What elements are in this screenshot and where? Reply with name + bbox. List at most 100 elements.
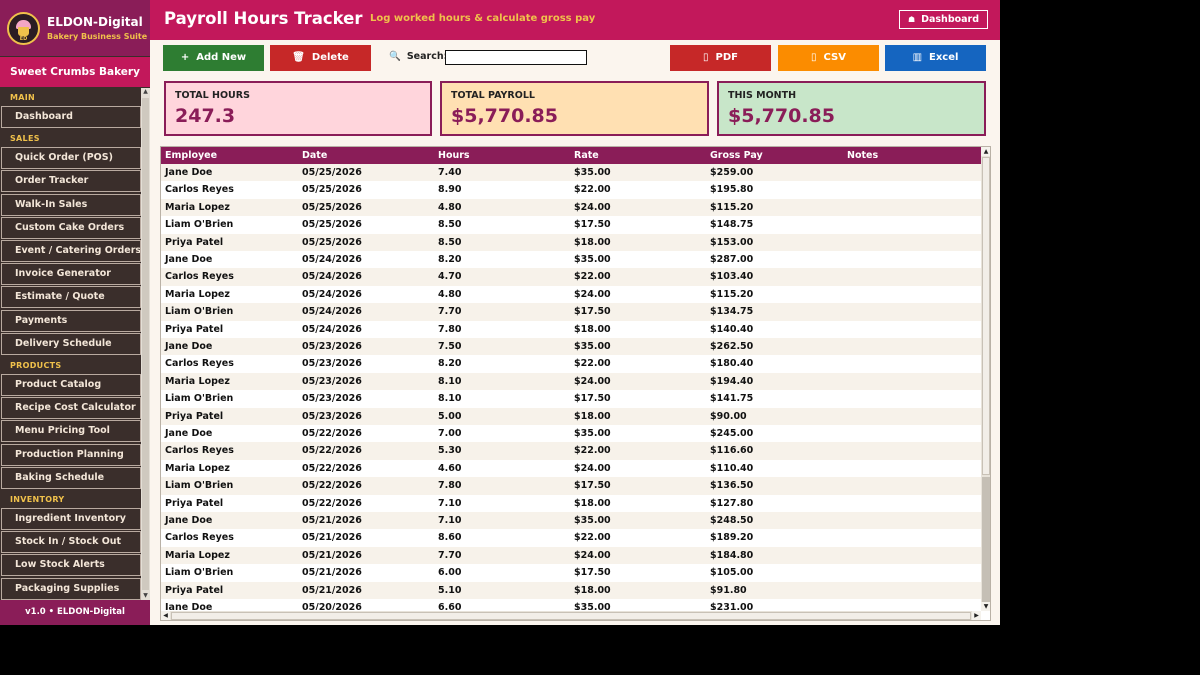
scroll-up-arrow-icon[interactable]: ▲ bbox=[981, 147, 990, 156]
sidebar-item-order-tracker[interactable]: Order Tracker bbox=[1, 170, 141, 193]
table-row[interactable]: Carlos Reyes 05/21/2026 8.60 $22.00 $189.20 bbox=[161, 529, 981, 547]
cell-hours: 4.80 bbox=[438, 201, 462, 213]
scroll-right-arrow-icon[interactable]: ▶ bbox=[972, 611, 981, 620]
table-row[interactable]: Maria Lopez 05/25/2026 4.80 $24.00 $115.20 bbox=[161, 198, 981, 217]
table-row[interactable]: Jane Doe 05/21/2026 7.10 $35.00 $248.50 bbox=[161, 512, 981, 530]
cell-hours: 7.10 bbox=[438, 497, 462, 509]
table-row[interactable]: Maria Lopez 05/22/2026 4.60 $24.00 $110.40 bbox=[161, 459, 981, 478]
column-header-notes[interactable]: Notes bbox=[847, 150, 879, 161]
sidebar-scroll-thumb[interactable] bbox=[142, 98, 149, 590]
sidebar-item-stock-in-stock-out[interactable]: Stock In / Stock Out bbox=[1, 531, 141, 554]
sidebar-item-recipe-cost-calculator[interactable]: Recipe Cost Calculator bbox=[1, 397, 141, 420]
cell-gross-pay: $287.00 bbox=[710, 254, 754, 265]
table-row[interactable]: Carlos Reyes 05/25/2026 8.90 $22.00 $195.80 bbox=[161, 181, 981, 199]
cell-date: 05/23/2026 bbox=[302, 393, 362, 405]
table-row[interactable]: Priya Patel 05/23/2026 5.00 $18.00 $90.00 bbox=[161, 407, 981, 425]
column-header-gross-pay[interactable]: Gross Pay bbox=[710, 150, 763, 161]
table-row[interactable]: Jane Doe 05/22/2026 7.00 $35.00 $245.00 bbox=[161, 425, 981, 443]
scroll-up-arrow-icon[interactable]: ▲ bbox=[143, 88, 148, 95]
cell-gross-pay: $259.00 bbox=[710, 167, 754, 178]
sidebar-item-payments[interactable]: Payments bbox=[1, 309, 141, 332]
cell-employee: Carlos Reyes bbox=[165, 358, 234, 370]
table-row[interactable]: Priya Patel 05/24/2026 7.80 $18.00 $140.40 bbox=[161, 320, 981, 338]
export-excel-button[interactable]: ▥ Excel bbox=[885, 45, 986, 71]
scroll-left-arrow-icon[interactable]: ◀ bbox=[161, 611, 170, 620]
add-new-label: Add New bbox=[196, 52, 247, 63]
table-hscroll-thumb[interactable] bbox=[171, 612, 971, 620]
table-row[interactable]: Maria Lopez 05/24/2026 4.80 $24.00 $115.20 bbox=[161, 285, 981, 304]
trash-icon: 🗑 bbox=[292, 52, 305, 63]
table-vertical-scrollbar[interactable]: ▲ ▼ bbox=[981, 147, 990, 611]
cell-employee: Maria Lopez bbox=[165, 375, 230, 387]
sidebar-item-packaging-supplies[interactable]: Packaging Supplies bbox=[1, 577, 141, 600]
table-row[interactable]: Maria Lopez 05/21/2026 7.70 $24.00 $184.80 bbox=[161, 546, 981, 565]
cell-gross-pay: $115.20 bbox=[710, 201, 754, 213]
table-scroll-track[interactable] bbox=[982, 157, 990, 475]
sidebar-item-production-planning[interactable]: Production Planning bbox=[1, 443, 141, 466]
table-row[interactable]: Jane Doe 05/25/2026 7.40 $35.00 $259.00 bbox=[161, 164, 981, 182]
add-new-button[interactable]: + Add New bbox=[163, 45, 264, 71]
cell-employee: Jane Doe bbox=[165, 602, 213, 610]
scroll-down-arrow-icon[interactable]: ▼ bbox=[981, 602, 990, 611]
cell-rate: $24.00 bbox=[574, 201, 611, 213]
table-row[interactable]: Jane Doe 05/20/2026 6.60 $35.00 $231.00 bbox=[161, 599, 981, 610]
sidebar-item-delivery-schedule[interactable]: Delivery Schedule bbox=[1, 332, 141, 355]
table-row[interactable]: Jane Doe 05/23/2026 7.50 $35.00 $262.50 bbox=[161, 338, 981, 356]
delete-button[interactable]: 🗑 Delete bbox=[270, 45, 371, 71]
table-row[interactable]: Carlos Reyes 05/22/2026 5.30 $22.00 $116.60 bbox=[161, 442, 981, 460]
table-row[interactable]: Liam O'Brien 05/22/2026 7.80 $17.50 $136.50 bbox=[161, 477, 981, 495]
sidebar-item-low-stock-alerts[interactable]: Low Stock Alerts bbox=[1, 554, 141, 577]
table-row[interactable]: Carlos Reyes 05/23/2026 8.20 $22.00 $180.40 bbox=[161, 355, 981, 373]
export-csv-button[interactable]: ▯ CSV bbox=[778, 45, 879, 71]
cell-employee: Priya Patel bbox=[165, 497, 224, 509]
table-row[interactable]: Liam O'Brien 05/23/2026 8.10 $17.50 $141.75 bbox=[161, 390, 981, 408]
table-row[interactable]: Liam O'Brien 05/25/2026 8.50 $17.50 $148.75 bbox=[161, 216, 981, 234]
cell-rate: $24.00 bbox=[574, 375, 611, 387]
sidebar-item-ingredient-inventory[interactable]: Ingredient Inventory bbox=[1, 508, 141, 530]
export-pdf-button[interactable]: ▯ PDF bbox=[670, 45, 771, 71]
column-header-hours[interactable]: Hours bbox=[438, 150, 470, 161]
table-row[interactable]: Liam O'Brien 05/21/2026 6.00 $17.50 $105.00 bbox=[161, 564, 981, 582]
column-header-rate[interactable]: Rate bbox=[574, 150, 599, 161]
cell-rate: $35.00 bbox=[574, 602, 611, 610]
table-row[interactable]: Carlos Reyes 05/24/2026 4.70 $22.00 $103.40 bbox=[161, 268, 981, 286]
sidebar-section-title: SALES bbox=[10, 134, 40, 144]
sidebar-item-menu-pricing-tool[interactable]: Menu Pricing Tool bbox=[1, 420, 141, 443]
cell-date: 05/23/2026 bbox=[302, 410, 362, 422]
sidebar-item-quick-order-pos[interactable]: Quick Order (POS) bbox=[1, 147, 141, 170]
stat-label: THIS MONTH bbox=[728, 90, 797, 101]
table-scroll-thumb[interactable] bbox=[982, 477, 990, 603]
sidebar-item-estimate-quote[interactable]: Estimate / Quote bbox=[1, 286, 141, 309]
search-input[interactable] bbox=[445, 50, 587, 65]
table-row[interactable]: Priya Patel 05/22/2026 7.10 $18.00 $127.80 bbox=[161, 494, 981, 512]
cell-hours: 5.10 bbox=[438, 584, 462, 596]
cell-rate: $24.00 bbox=[574, 549, 611, 561]
sidebar-item-invoice-generator[interactable]: Invoice Generator bbox=[1, 263, 141, 286]
sidebar-item-walk-in-sales[interactable]: Walk-In Sales bbox=[1, 193, 141, 216]
cell-employee: Carlos Reyes bbox=[165, 271, 234, 283]
scroll-down-arrow-icon[interactable]: ▼ bbox=[143, 592, 148, 599]
table-row[interactable]: Jane Doe 05/24/2026 8.20 $35.00 $287.00 bbox=[161, 251, 981, 269]
column-header-date[interactable]: Date bbox=[302, 150, 328, 161]
table-row[interactable]: Liam O'Brien 05/24/2026 7.70 $17.50 $134.75 bbox=[161, 303, 981, 321]
cell-rate: $22.00 bbox=[574, 184, 611, 196]
cell-rate: $17.50 bbox=[574, 306, 611, 318]
dashboard-button[interactable]: ☗ Dashboard bbox=[899, 10, 988, 29]
cell-hours: 7.70 bbox=[438, 549, 462, 561]
column-header-employee[interactable]: Employee bbox=[165, 150, 218, 161]
sidebar-item-product-catalog[interactable]: Product Catalog bbox=[1, 374, 141, 396]
table-row[interactable]: Maria Lopez 05/23/2026 8.10 $24.00 $194.40 bbox=[161, 372, 981, 391]
sidebar-item-baking-schedule[interactable]: Baking Schedule bbox=[1, 466, 141, 489]
excel-label: Excel bbox=[929, 52, 959, 63]
search-label-text: Search: bbox=[406, 51, 448, 62]
table-row[interactable]: Priya Patel 05/25/2026 8.50 $18.00 $153.00 bbox=[161, 233, 981, 251]
table-row[interactable]: Priya Patel 05/21/2026 5.10 $18.00 $91.80 bbox=[161, 581, 981, 599]
cell-date: 05/22/2026 bbox=[302, 428, 362, 439]
sidebar-scrollbar[interactable]: ▲ ▼ bbox=[141, 88, 150, 600]
table-horizontal-scrollbar[interactable]: ◀ ▶ bbox=[161, 611, 981, 620]
cell-gross-pay: $180.40 bbox=[710, 358, 754, 370]
cell-employee: Priya Patel bbox=[165, 410, 224, 422]
sidebar-item-dashboard[interactable]: Dashboard bbox=[1, 106, 141, 128]
sidebar-item-event-catering-orders[interactable]: Event / Catering Orders bbox=[1, 240, 141, 262]
sidebar-item-custom-cake-orders[interactable]: Custom Cake Orders bbox=[1, 216, 141, 239]
